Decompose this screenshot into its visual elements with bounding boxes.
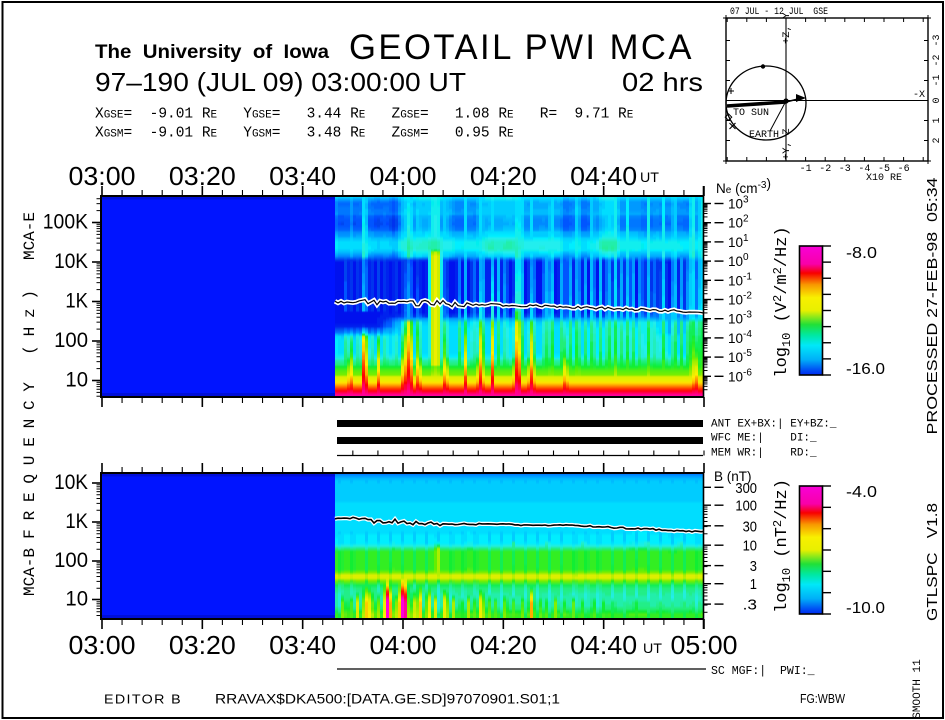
svg-text:-2: -2 [819,164,831,175]
svg-text:03:00: 03:00 [69,161,136,191]
svg-text:03:20: 03:20 [169,161,236,191]
svg-text:log10 (nT2/Hz): log10 (nT2/Hz) [771,479,794,613]
svg-text:log10 (V2/m2/Hz): log10 (V2/m2/Hz) [771,226,794,377]
svg-text:2: 2 [932,137,943,143]
svg-text:10-3: 10-3 [728,310,752,327]
svg-text:07 JUL - 12 JUL GSE: 07 JUL - 12 JUL GSE [730,7,828,18]
svg-text:ANT EX+BX:| EY+BZ:_: ANT EX+BX:| EY+BZ:_ [711,419,837,431]
svg-text:XGSM= -9.01 RE YGSM= 3.48: XGSM= -9.01 RE YGSM= 3.48 RE ZGSM= 0.95 … [95,126,514,142]
svg-text:04:20: 04:20 [470,630,537,660]
svg-text:10: 10 [65,588,88,611]
svg-text:X10 RE: X10 RE [866,173,902,184]
svg-text:05:00: 05:00 [671,630,738,660]
svg-text:-5: -5 [878,164,890,175]
svg-text:102: 102 [728,214,749,231]
svg-text:-8.0: -8.0 [846,245,877,262]
svg-text:04:00: 04:00 [370,630,437,660]
svg-text:10-4: 10-4 [728,329,752,346]
svg-text:FG:WBW: FG:WBW [800,692,845,706]
svg-text:101: 101 [728,233,749,250]
svg-text:03:40: 03:40 [269,630,336,660]
svg-text:1K: 1K [65,290,88,313]
svg-text:UT: UT [643,640,662,656]
svg-text:MCA-B: MCA-B [21,548,39,596]
svg-text:10K: 10K [54,250,88,273]
svg-text:1K: 1K [65,510,88,533]
svg-text:XGSE= -9.01 RE YGSE= 3.44: XGSE= -9.01 RE YGSE= 3.44 RE ZGSE= 1.08 … [95,107,634,123]
svg-text:04:20: 04:20 [470,161,537,191]
svg-text:-4: -4 [858,164,870,175]
svg-text:10-1: 10-1 [728,271,752,288]
svg-text:FREQUENCY (Hz): FREQUENCY (Hz) [21,281,39,539]
svg-text:10K: 10K [54,471,88,494]
svg-text:-3: -3 [932,34,943,46]
svg-text:SMOOTH 11: SMOOTH 11 [912,659,924,719]
svg-text:WFC ME:| DI:_: WFC ME:| DI:_ [711,433,817,445]
svg-text:MCA-E: MCA-E [21,212,39,260]
svg-text:1: 1 [932,117,943,123]
svg-text:03:00: 03:00 [69,630,136,660]
svg-text:B (nT): B (nT) [714,469,752,484]
svg-text:03:20: 03:20 [169,630,236,660]
svg-text:0: 0 [932,97,943,103]
svg-text:04:40: 04:40 [570,630,637,660]
svg-text:30: 30 [743,518,757,535]
svg-text:-6: -6 [898,164,910,175]
svg-text:100: 100 [54,329,88,352]
svg-text:04:40: 04:40 [570,161,637,191]
svg-text:Ne (cm-3): Ne (cm-3) [716,176,771,196]
svg-text:3: 3 [750,558,757,575]
svg-text:-1: -1 [800,164,812,175]
svg-text:04:00: 04:00 [370,161,437,191]
svg-text:-16.0: -16.0 [846,361,885,378]
svg-text:-3: -3 [839,164,851,175]
svg-text:MEM WR:| RD:_: MEM WR:| RD:_ [711,448,817,460]
svg-text:-X: -X [913,90,925,101]
svg-text:GEOTAIL PWI MCA: GEOTAIL PWI MCA [349,28,694,67]
svg-text:EARTH: EARTH [749,130,779,141]
svg-text:.3: .3 [743,597,757,614]
svg-text:EDITOR B: EDITOR B [104,693,182,707]
svg-text:-2: -2 [932,54,943,66]
svg-text:300: 300 [735,480,757,497]
svg-text:10: 10 [65,369,88,392]
svg-text:The University of Iowa: The University of Iowa [95,41,329,63]
svg-text:103: 103 [728,195,749,212]
svg-text:100: 100 [735,498,757,515]
svg-text:10-6: 10-6 [728,367,752,384]
svg-text:97–190 (JUL 09) 03:00:00 UT: 97–190 (JUL 09) 03:00:00 UT [95,67,466,97]
svg-text:+Z,-Y: +Z,-Y [781,12,793,44]
svg-text:10-2: 10-2 [728,291,752,308]
svg-text:100K: 100K [43,211,88,234]
svg-text:SC MGF:| PWI:_: SC MGF:| PWI:_ [711,665,815,678]
svg-text:100: 100 [54,549,88,572]
svg-text:-1: -1 [932,74,943,86]
svg-text:03:40: 03:40 [269,161,336,191]
svg-text:-4.0: -4.0 [846,484,877,501]
svg-text:1: 1 [750,576,757,593]
svg-text:GTLSPC V1.8: GTLSPC V1.8 [924,503,941,621]
svg-text:-10.0: -10.0 [846,600,885,617]
svg-text:+Y,-Z: +Y,-Z [781,128,793,160]
svg-text:PROCESSED 27-FEB-98 05:34: PROCESSED 27-FEB-98 05:34 [924,178,941,435]
svg-text:02 hrs: 02 hrs [622,67,703,97]
svg-text:10-5: 10-5 [728,348,752,365]
svg-text:UT: UT [640,169,659,185]
svg-text:RRAVAX$DKA500:[DATA.GE.SD]9707: RRAVAX$DKA500:[DATA.GE.SD]97070901.S01;1 [215,691,560,707]
svg-text:10: 10 [743,538,757,555]
svg-text:100: 100 [728,252,749,269]
svg-text:TO SUN: TO SUN [733,108,769,119]
